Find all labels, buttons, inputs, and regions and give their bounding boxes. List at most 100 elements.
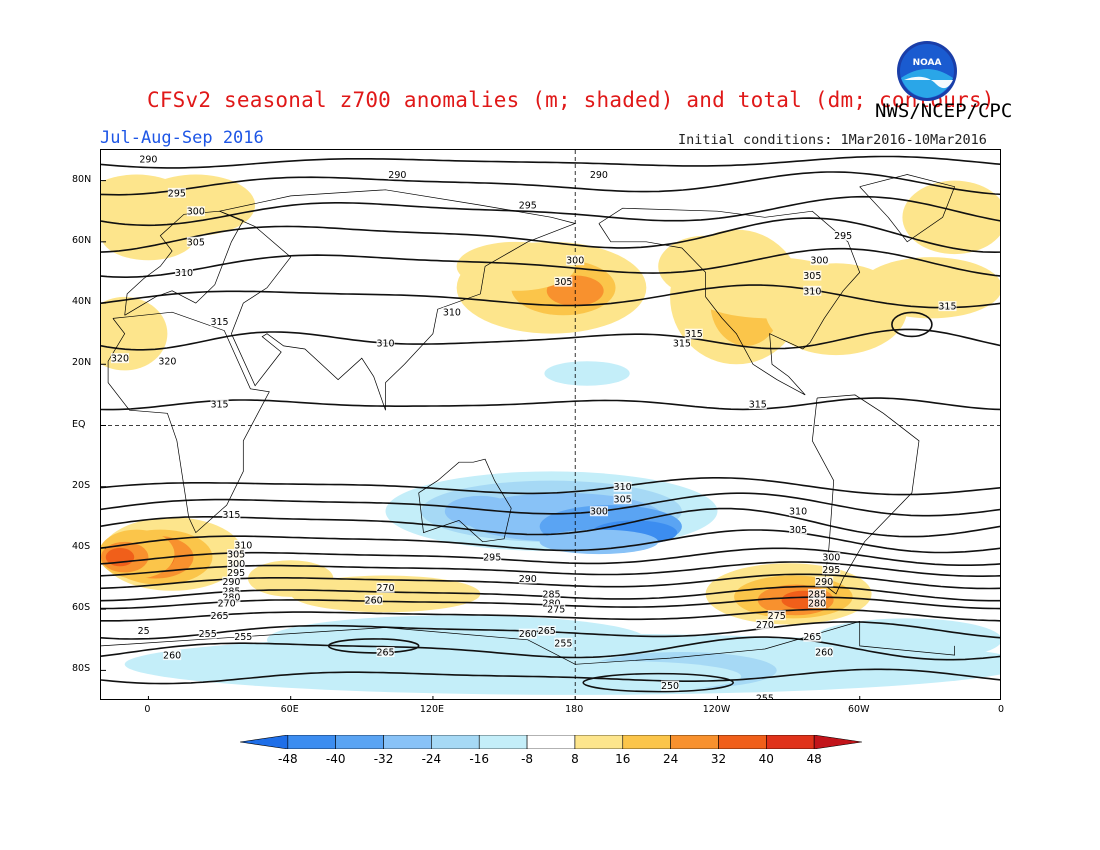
antarctic-low-contour (582, 672, 734, 693)
coastline-3 (418, 458, 512, 543)
contour-label: 315 (938, 302, 956, 313)
colorbar-label: 48 (806, 752, 822, 766)
anomaly-region-3 (101, 211, 196, 261)
contour-label: 305 (227, 550, 245, 561)
coastline-2 (219, 189, 577, 411)
anomaly-region-41 (504, 661, 742, 692)
contour-label-bg-1 (388, 169, 407, 180)
contour-label-bg-0 (139, 154, 158, 165)
contour-label-bg-20 (158, 356, 177, 367)
contour-label-bg-42 (364, 594, 383, 605)
contour-label-bg-51 (376, 647, 395, 658)
contour-label-bg-43 (542, 588, 561, 599)
colorbar-segment (574, 734, 624, 750)
lat-tick-label: 80N (72, 173, 92, 185)
contour-label: 295 (483, 553, 501, 564)
sh-contour-9 (101, 608, 1000, 622)
contour-label-bg-60 (803, 631, 822, 642)
contour-label-bg-11 (803, 270, 822, 281)
contour-label-bg-52 (163, 650, 182, 661)
contour-label-bg-55 (815, 576, 834, 587)
contour-label-bg-54 (822, 564, 841, 575)
coastline-7 (101, 620, 955, 665)
anomaly-region-14 (859, 257, 1000, 319)
noaa-logo-text: NOAA (913, 58, 942, 68)
anomaly-region-2 (101, 296, 168, 371)
sh-contour-6 (101, 573, 1000, 590)
colorbar-segment (766, 734, 815, 750)
contour-label-bg-47 (518, 628, 537, 639)
contour-label-bg-35 (222, 585, 241, 596)
sh-contour-12 (101, 668, 1000, 685)
contour-label: 285 (542, 589, 560, 600)
contour-label: 300 (187, 207, 205, 218)
agency-label: NWS/NCEP/CPC (875, 100, 1013, 122)
contour-label-bg-2 (589, 169, 608, 180)
contour-label: 290 (139, 155, 157, 166)
lat-tick-label: 20S (72, 479, 91, 491)
contour-label: 290 (519, 574, 537, 585)
contour-label-bg-15 (376, 337, 395, 348)
colorbar-label: 32 (710, 752, 727, 766)
colorbar-label: -24 (421, 752, 442, 766)
sh-contour-3 (101, 529, 1000, 554)
contour-label-bg-33 (227, 567, 246, 578)
contour-label-bg-8 (810, 255, 829, 266)
contour-label: 315 (210, 400, 228, 411)
contour-label-bg-57 (808, 598, 827, 609)
contour-label: 265 (376, 648, 394, 659)
anomaly-region-8 (456, 241, 576, 291)
contour-label-bg-22 (210, 399, 229, 410)
contour-label-bg-41 (376, 582, 395, 593)
contour-label-bg-62 (661, 680, 680, 691)
contour-label: 275 (547, 605, 565, 616)
contour-label-bg-21 (110, 353, 129, 364)
contour-label-bg-17 (672, 337, 691, 348)
lon-tick-label: 180 (565, 704, 584, 715)
contour-label: 25 (138, 626, 150, 637)
colorbar-segment (383, 734, 432, 750)
map-title: CFSv2 seasonal z700 anomalies (m; shaded… (147, 88, 995, 112)
z700-anomaly-map: 290 290 290 295 295 295 300 300 300 305 305 305 310 3… (100, 149, 1001, 700)
contour-label: 270 (376, 583, 394, 594)
contour-label-bg-58 (767, 610, 786, 621)
anomaly-colorbar (239, 734, 863, 753)
nh-contour-6 (101, 328, 1000, 351)
lon-tick-label: 60W (847, 704, 870, 715)
coastline-6 (859, 174, 956, 243)
coastline-0 (107, 311, 270, 534)
contour-label-bg-7 (566, 255, 585, 266)
sh-contour-0 (101, 477, 1000, 496)
lon-tick-label: 120E (419, 704, 445, 715)
contour-label-bg-30 (234, 539, 253, 550)
contour-label: 270 (218, 599, 236, 610)
contour-label-bg-29 (222, 509, 241, 520)
contour-label-bg-64 (134, 625, 153, 636)
lat-tick-label: EQ (72, 418, 86, 430)
contour-label: 295 (834, 231, 852, 242)
contour-label: 315 (673, 338, 691, 349)
contour-label-bg-13 (442, 307, 461, 318)
colorbar-segment (526, 734, 576, 750)
contour-label: 260 (163, 651, 181, 662)
noaa-logo-icon: NOAA (896, 40, 958, 102)
contour-label-bg-37 (217, 598, 236, 609)
contour-label: 290 (388, 170, 406, 181)
lat-tick-label: 40S (72, 540, 91, 552)
contour-label: 265 (538, 626, 556, 637)
contour-label-bg-61 (815, 647, 834, 658)
contour-label-bg-38 (210, 610, 229, 621)
contour-label: 315 (210, 317, 228, 328)
lon-tick-label: 120W (702, 704, 731, 715)
contour-label-bg-53 (822, 552, 841, 563)
contour-label: 305 (614, 494, 632, 505)
lat-tick-label: 40N (72, 296, 92, 308)
contour-label: 305 (187, 237, 205, 248)
anomaly-region-15 (544, 361, 630, 386)
contour-label: 315 (685, 329, 703, 340)
contour-label: 295 (822, 565, 840, 576)
contour-label-bg-24 (613, 481, 632, 492)
anomaly-region-35 (290, 575, 481, 613)
contour-label-bg-19 (938, 301, 957, 312)
contour-label-bg-28 (789, 524, 808, 535)
